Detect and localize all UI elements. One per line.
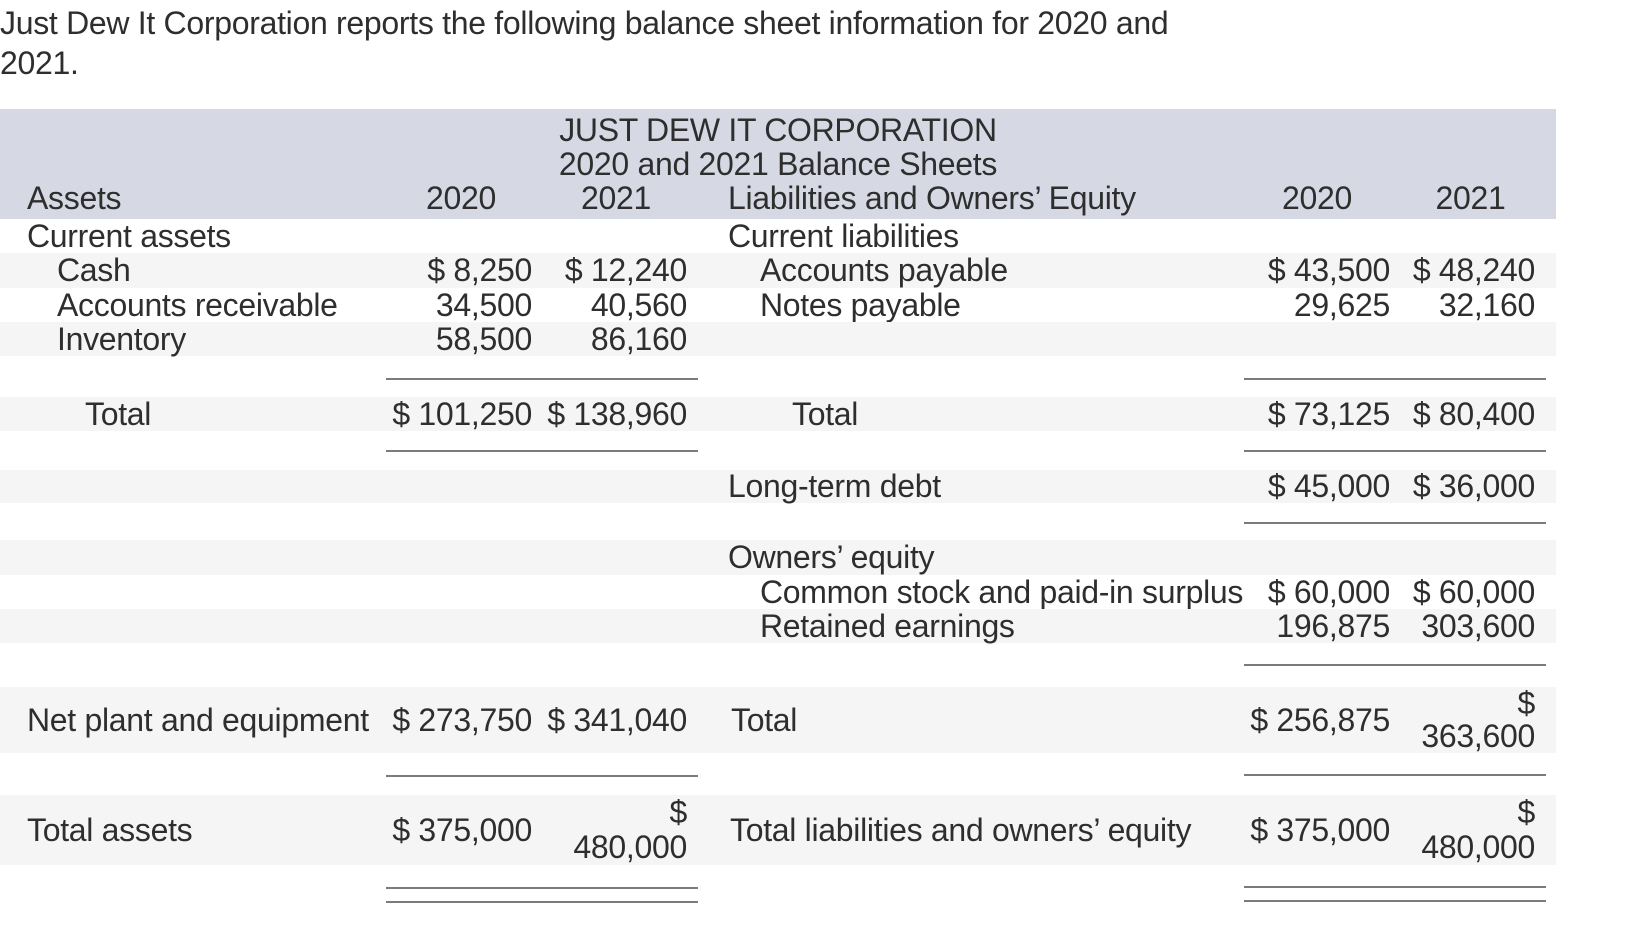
row-label: Common stock and paid-in surplus bbox=[760, 574, 1244, 610]
row-label: Accounts receivable bbox=[57, 287, 338, 323]
amount-2021: $ 48,240 bbox=[1412, 252, 1535, 288]
intro-line: 2021. bbox=[0, 45, 79, 81]
amount-2021: $ 341,040 bbox=[547, 702, 687, 738]
amount-2021: $ 60,000 bbox=[1412, 574, 1535, 610]
total-underline bbox=[1244, 774, 1546, 776]
amount-2020: $ 73,125 bbox=[1267, 396, 1390, 432]
amount-2020: 34,500 bbox=[435, 287, 532, 323]
row-label: Cash bbox=[57, 252, 131, 288]
table-header: JUST DEW IT CORPORATION 2020 and 2021 Ba… bbox=[0, 109, 1556, 219]
amount-2020: $ 43,500 bbox=[1267, 252, 1390, 288]
amount-2021: $ 480,000 bbox=[573, 794, 687, 865]
table-row: Common stock and paid-in surplus $ 60,00… bbox=[0, 575, 1556, 609]
col-header-right-2021: 2021 bbox=[1435, 180, 1506, 216]
section-label: Current liabilities bbox=[728, 218, 959, 254]
balance-sheet-table: JUST DEW IT CORPORATION 2020 and 2021 Ba… bbox=[0, 109, 1556, 903]
amount-2021: $ 80,400 bbox=[1412, 396, 1535, 432]
table-row: Accounts receivable 34,500 40,560 Notes … bbox=[0, 288, 1556, 322]
col-header-assets: Assets bbox=[27, 180, 122, 216]
amount-2021: $ 12,240 bbox=[564, 252, 687, 288]
col-header-left-2021: 2021 bbox=[581, 180, 651, 216]
amount-2020: 58,500 bbox=[435, 321, 532, 357]
col-header-right-2020: 2020 bbox=[1282, 180, 1352, 216]
amount-2020: $ 375,000 bbox=[392, 812, 532, 848]
total-underline bbox=[386, 450, 698, 452]
row-label: Total bbox=[731, 702, 798, 738]
table-row: Retained earnings 196,875 303,600 bbox=[0, 609, 1556, 643]
amount-2021: 40,560 bbox=[590, 287, 687, 323]
row-label: Retained earnings bbox=[760, 608, 1015, 644]
amount-2021: 303,600 bbox=[1421, 608, 1535, 644]
row-label: Inventory bbox=[57, 321, 186, 357]
amount-2020: $ 60,000 bbox=[1267, 574, 1390, 610]
section-label: Owners’ equity bbox=[728, 539, 935, 575]
table-row: Cash $ 8,250 $ 12,240 Accounts payable $… bbox=[0, 253, 1556, 288]
row-label: Notes payable bbox=[760, 287, 961, 323]
amount-2020: $ 45,000 bbox=[1267, 468, 1390, 504]
amount-2021: $ 138,960 bbox=[547, 396, 687, 432]
section-label: Current assets bbox=[27, 218, 231, 254]
table-row: Total $ 101,250 $ 138,960 Total $ 73,125… bbox=[0, 397, 1556, 431]
row-label: Total assets bbox=[27, 812, 193, 848]
amount-2020: $ 8,250 bbox=[427, 252, 532, 288]
amount-2020: 29,625 bbox=[1293, 287, 1390, 323]
row-label: Total liabilities and owners’ equity bbox=[730, 812, 1192, 848]
table-title: JUST DEW IT CORPORATION bbox=[559, 112, 997, 148]
amount-2020: $ 375,000 bbox=[1250, 812, 1390, 848]
amount-2020: $ 273,750 bbox=[392, 702, 532, 738]
total-underline bbox=[1244, 450, 1546, 452]
table-row: Owners’ equity bbox=[0, 540, 1556, 575]
row-label: Total bbox=[792, 396, 859, 432]
amount-2021: 32,160 bbox=[1438, 287, 1535, 323]
intro-text: Just Dew It Corporation reports the foll… bbox=[0, 3, 1169, 83]
total-underline bbox=[1244, 378, 1546, 380]
row-label: Total bbox=[85, 396, 152, 432]
table-row: Inventory 58,500 86,160 bbox=[0, 322, 1556, 356]
table-row: Long-term debt $ 45,000 $ 36,000 bbox=[0, 470, 1556, 503]
amount-2021: $ 363,600 bbox=[1421, 685, 1535, 754]
total-underline bbox=[1244, 664, 1546, 666]
grand-total-double-underline bbox=[386, 901, 698, 903]
amount-2021: $ 480,000 bbox=[1421, 794, 1535, 865]
amount-2020: $ 256,875 bbox=[1250, 702, 1390, 738]
amount-2021: 86,160 bbox=[590, 321, 687, 357]
row-label: Accounts payable bbox=[760, 252, 1008, 288]
total-underline bbox=[1244, 522, 1546, 524]
table-row: Current assets Current liabilities bbox=[0, 219, 1556, 253]
table-row: Total assets $ 375,000 $ 480,000 Total l… bbox=[0, 795, 1556, 865]
total-underline bbox=[386, 378, 698, 380]
amount-2020: $ 101,250 bbox=[392, 396, 532, 432]
grand-total-double-underline bbox=[1244, 900, 1546, 902]
grand-total-double-underline bbox=[386, 887, 698, 889]
row-label: Net plant and equipment bbox=[27, 702, 369, 738]
table-row: Net plant and equipment $ 273,750 $ 341,… bbox=[0, 687, 1556, 753]
total-underline bbox=[386, 775, 698, 777]
intro-line: Just Dew It Corporation reports the foll… bbox=[0, 5, 1169, 41]
row-label: Long-term debt bbox=[728, 468, 941, 504]
col-header-left-2020: 2020 bbox=[426, 180, 496, 216]
col-header-liabilities: Liabilities and Owners’ Equity bbox=[728, 180, 1136, 216]
amount-2021: $ 36,000 bbox=[1412, 468, 1535, 504]
grand-total-double-underline bbox=[1244, 886, 1546, 888]
amount-2020: 196,875 bbox=[1276, 608, 1390, 644]
table-subtitle: 2020 and 2021 Balance Sheets bbox=[558, 146, 998, 182]
